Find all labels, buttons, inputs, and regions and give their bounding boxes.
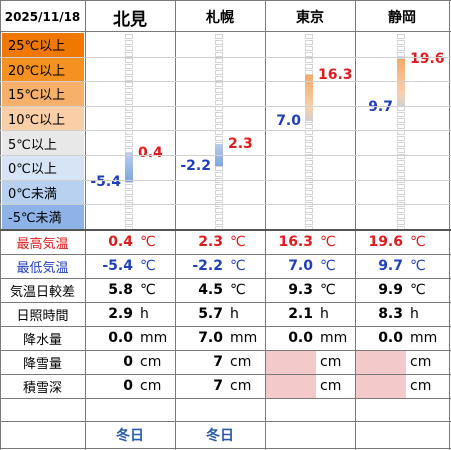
- row-value: 0.0: [108, 330, 133, 346]
- row-label: 気温日較差: [9, 284, 75, 300]
- row-unit: ℃: [230, 234, 246, 250]
- row-label: 降雪量: [22, 356, 62, 372]
- chart-low-label: -2.2: [180, 157, 211, 174]
- temperature-scale-ladder: [305, 34, 313, 231]
- row-value: 0.0: [288, 330, 313, 346]
- temperature-scale-ladder: [215, 34, 223, 231]
- row-value: 7: [213, 378, 223, 394]
- temperature-range-bar: [125, 153, 133, 182]
- city-header-sapporo: 札幌: [206, 10, 234, 26]
- temperature-band-0: 25℃以上: [2, 33, 84, 57]
- row-label: 降水量: [22, 332, 62, 348]
- city-header-tokyo: 東京: [296, 10, 324, 26]
- chart-high-label: 0.4: [138, 145, 163, 162]
- no-data-cell: [356, 351, 406, 374]
- row-unit: ℃: [320, 258, 336, 274]
- row-value: 16.3: [278, 234, 313, 250]
- row-value: 19.6: [368, 234, 403, 250]
- row-unit: mm: [230, 330, 258, 346]
- row-value: 9.9: [378, 282, 403, 298]
- temperature-range-bar: [397, 58, 405, 108]
- row-unit: cm: [410, 354, 432, 370]
- row-value: 2.9: [108, 306, 133, 322]
- row-value: 8.3: [378, 306, 403, 322]
- row-unit: ℃: [230, 282, 246, 298]
- row-unit: ℃: [140, 234, 156, 250]
- row-value: 2.3: [198, 234, 223, 250]
- temperature-band-4: 5℃以上: [2, 131, 84, 155]
- row-unit: cm: [140, 354, 162, 370]
- row-unit: ℃: [140, 282, 156, 298]
- row-unit: h: [320, 306, 329, 322]
- temperature-band-6: 0℃未満: [2, 180, 84, 205]
- chart-high-label: 16.3: [318, 66, 353, 83]
- row-value: 7.0: [198, 330, 223, 346]
- row-value: -2.2: [192, 258, 223, 274]
- city-header-kitami: 北見: [113, 9, 147, 30]
- chart-low-label: -5.4: [90, 173, 121, 190]
- row-value: 0: [123, 354, 133, 370]
- row-unit: cm: [230, 354, 252, 370]
- row-value: 0.0: [378, 330, 403, 346]
- row-label: 日照時間: [16, 308, 69, 324]
- row-value: 5.7: [198, 306, 223, 322]
- row-unit: h: [410, 306, 419, 322]
- note-sapporo: 冬日: [206, 427, 234, 444]
- note-kitami: 冬日: [116, 427, 144, 444]
- no-data-cell: [356, 375, 406, 398]
- row-unit: mm: [140, 330, 168, 346]
- row-value: 0.4: [108, 234, 133, 250]
- row-unit: ℃: [230, 258, 246, 274]
- chart-high-label: 19.6: [410, 50, 445, 67]
- no-data-cell: [266, 375, 316, 398]
- row-unit: ℃: [140, 258, 156, 274]
- temperature-band-5: 0℃以上: [2, 156, 84, 180]
- temperature-band-3: 10℃以上: [2, 106, 84, 131]
- no-data-cell: [266, 351, 316, 374]
- row-label: 最高気温: [16, 236, 69, 252]
- row-unit: ℃: [410, 258, 426, 274]
- row-unit: cm: [320, 378, 342, 394]
- row-unit: ℃: [320, 234, 336, 250]
- temperature-band-2: 15℃以上: [2, 82, 84, 106]
- row-value: 2.1: [288, 306, 313, 322]
- date-label: 2025/11/18: [4, 10, 81, 24]
- chart-high-label: 2.3: [228, 135, 253, 152]
- row-unit: cm: [230, 378, 252, 394]
- note-shizuoka: [355, 421, 449, 448]
- row-label: 積雪深: [22, 380, 62, 396]
- row-value: 4.5: [198, 282, 223, 298]
- temperature-band-1: 20℃以上: [2, 57, 84, 82]
- row-value: 9.3: [288, 282, 313, 298]
- row-value: 9.7: [378, 258, 403, 274]
- temperature-range-bar: [215, 143, 223, 166]
- row-value: 5.8: [108, 282, 133, 298]
- row-value: 0: [123, 378, 133, 394]
- row-unit: h: [140, 306, 149, 322]
- row-value: 7.0: [288, 258, 313, 274]
- row-label: 最低気温: [16, 260, 69, 276]
- temperature-band-7: -5℃未満: [2, 205, 84, 229]
- row-unit: h: [230, 306, 239, 322]
- row-unit: ℃: [410, 234, 426, 250]
- row-unit: cm: [140, 378, 162, 394]
- row-unit: mm: [410, 330, 438, 346]
- city-header-shizuoka: 静岡: [388, 10, 416, 26]
- row-unit: cm: [320, 354, 342, 370]
- temperature-range-bar: [305, 74, 313, 121]
- chart-low-label: 9.7: [368, 99, 393, 116]
- temperature-scale-ladder: [125, 34, 133, 231]
- row-unit: cm: [410, 378, 432, 394]
- row-value: 7: [213, 354, 223, 370]
- note-tokyo: [265, 421, 355, 448]
- row-unit: mm: [320, 330, 348, 346]
- row-unit: ℃: [320, 282, 336, 298]
- row-value: -5.4: [102, 258, 133, 274]
- row-unit: ℃: [410, 282, 426, 298]
- chart-low-label: 7.0: [276, 112, 301, 129]
